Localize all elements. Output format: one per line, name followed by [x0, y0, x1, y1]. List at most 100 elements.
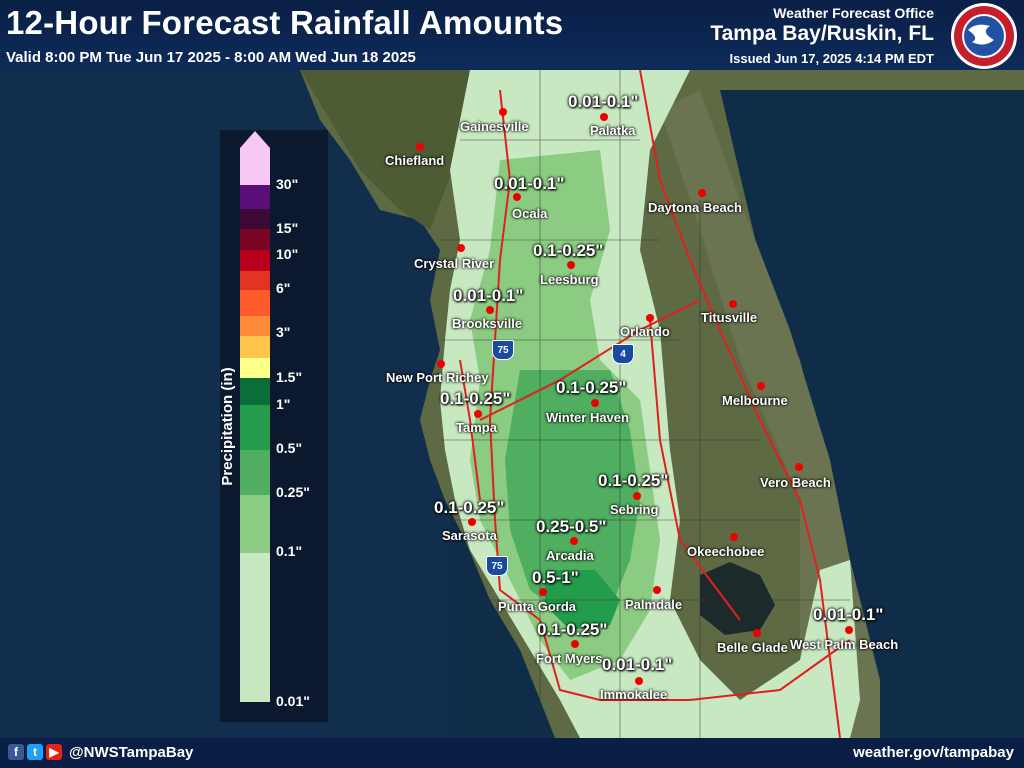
rainfall-amount-label: 0.01-0.1": [568, 92, 639, 111]
legend-title: Precipitation (in): [219, 367, 236, 486]
legend-swatch: [240, 185, 270, 209]
city-marker: [513, 193, 521, 201]
city-marker: [468, 518, 476, 526]
city-marker: [474, 410, 482, 418]
city-label: Immokalee: [600, 687, 668, 702]
legend-swatch: [240, 450, 270, 495]
city-marker: [539, 588, 547, 596]
city-label: Fort Myers: [536, 651, 603, 666]
city-label: West Palm Beach: [790, 637, 899, 652]
city-label: Belle Glade: [717, 640, 788, 655]
city-label: Punta Gorda: [498, 599, 577, 614]
city-marker: [437, 360, 445, 368]
nws-logo: [951, 3, 1017, 69]
map-title: 12-Hour Forecast Rainfall Amounts: [6, 4, 564, 41]
legend-swatch: [240, 250, 270, 271]
legend-tick: 1": [276, 396, 291, 412]
city-label: Okeechobee: [687, 544, 765, 559]
legend-swatch: [240, 316, 270, 336]
lake-okeechobee: [700, 562, 775, 635]
city-marker: [499, 108, 507, 116]
city-marker: [653, 586, 661, 594]
office-location: Tampa Bay/Ruskin, FL: [710, 22, 934, 45]
interstate-shield-icon: 75: [492, 340, 514, 360]
rainfall-amount-label: 0.5-1": [532, 568, 579, 587]
youtube-icon[interactable]: ▶: [46, 744, 62, 760]
legend-swatch: [240, 405, 270, 450]
city-label: Daytona Beach: [648, 200, 742, 215]
twitter-icon[interactable]: t: [27, 744, 43, 760]
city-marker: [730, 533, 738, 541]
city-label: Orlando: [620, 324, 670, 339]
rainfall-amount-label: 0.1-0.25": [440, 389, 511, 408]
legend-panel: [220, 130, 328, 722]
city-marker: [845, 626, 853, 634]
facebook-icon[interactable]: f: [8, 744, 24, 760]
city-marker: [635, 677, 643, 685]
city-label: Titusville: [701, 310, 758, 325]
city-marker: [486, 306, 494, 314]
legend-tick: 0.1": [276, 543, 303, 559]
social-links: f t ▶: [8, 744, 62, 760]
city-label: Brooksville: [452, 316, 523, 331]
city-marker: [600, 113, 608, 121]
footer-bar: [0, 738, 1024, 768]
valid-period: Valid 8:00 PM Tue Jun 17 2025 - 8:00 AM …: [6, 49, 416, 66]
city-marker: [570, 537, 578, 545]
legend-tick: 15": [276, 220, 299, 236]
city-label: Palatka: [590, 123, 636, 138]
website-link[interactable]: weather.gov/tampabay: [853, 744, 1014, 761]
city-marker: [457, 244, 465, 252]
header-bar: [0, 0, 1024, 70]
legend-tick: 3": [276, 324, 291, 340]
rainfall-amount-label: 0.1-0.25": [598, 471, 669, 490]
legend-swatch: [240, 358, 270, 378]
city-marker: [757, 382, 765, 390]
city-marker: [571, 640, 579, 648]
legend-swatch: [240, 148, 270, 185]
rainfall-amount-label: 0.01-0.1": [494, 174, 565, 193]
city-marker: [753, 629, 761, 637]
city-label: Sarasota: [442, 528, 497, 543]
rainfall-amount-label: 0.01-0.1": [453, 286, 524, 305]
legend-swatch: [240, 495, 270, 553]
rainfall-amount-label: 0.1-0.25": [434, 498, 505, 517]
legend-arrow: [240, 131, 270, 148]
city-label: Gainesville: [460, 119, 529, 134]
city-label: Palmdale: [625, 597, 683, 612]
city-marker: [591, 399, 599, 407]
rainfall-amount-label: 0.25-0.5": [536, 517, 607, 536]
legend-swatch: [240, 229, 270, 250]
legend-tick: 1.5": [276, 369, 303, 385]
legend-swatch: [240, 553, 270, 702]
legend-tick: 6": [276, 280, 291, 296]
legend-swatch: [240, 378, 270, 405]
rainfall-amount-label: 0.1-0.25": [556, 378, 627, 397]
rain-0.25-0.5: [505, 370, 640, 620]
city-label: Sebring: [610, 502, 659, 517]
legend-swatch: [240, 336, 270, 358]
city-label: New Port Richey: [386, 370, 489, 385]
interstate-shield-icon: 4: [612, 344, 634, 364]
office-label: Weather Forecast Office: [773, 5, 934, 21]
city-marker: [567, 261, 575, 269]
rainfall-amount-label: 0.01-0.1": [602, 655, 673, 674]
city-label: Winter Haven: [546, 410, 629, 425]
city-marker: [698, 189, 706, 197]
city-label: Crystal River: [414, 256, 495, 271]
legend-swatch: [240, 271, 270, 290]
social-handle: @NWSTampaBay: [69, 744, 194, 761]
city-marker: [416, 143, 424, 151]
legend-tick: 0.01": [276, 693, 310, 709]
city-marker: [633, 492, 641, 500]
city-label: Leesburg: [540, 272, 599, 287]
legend-tick: 0.25": [276, 484, 310, 500]
city-marker: [795, 463, 803, 471]
legend-swatch: [240, 290, 270, 316]
city-label: Tampa: [456, 420, 497, 435]
city-label: Vero Beach: [760, 475, 831, 490]
city-label: Ocala: [512, 206, 548, 221]
rainfall-amount-label: 0.1-0.25": [537, 620, 608, 639]
issued-time: Issued Jun 17, 2025 4:14 PM EDT: [729, 51, 934, 66]
